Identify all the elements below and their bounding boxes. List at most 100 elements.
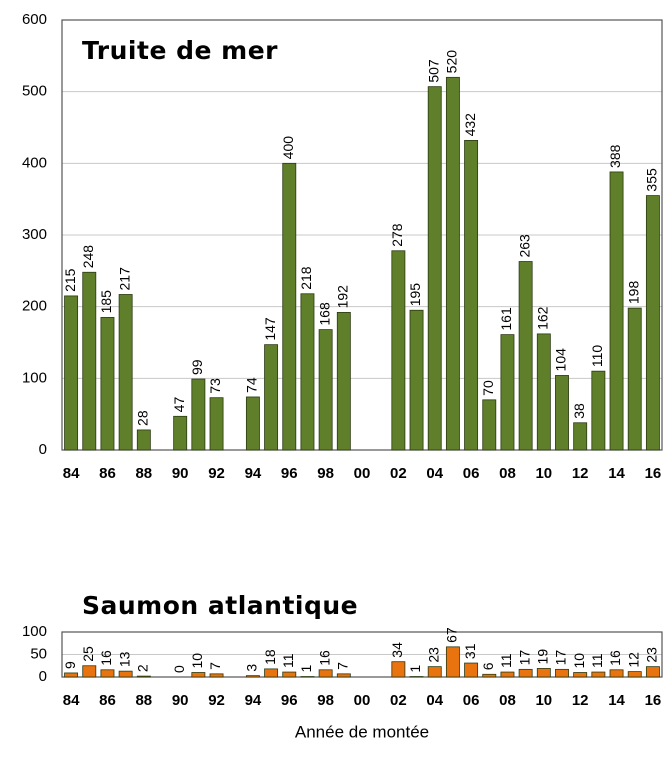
bar [646,196,659,450]
value-label: 99 [189,359,205,375]
x-tick-label: 14 [608,692,625,709]
bar [246,397,259,450]
x-tick-label: 12 [572,692,589,709]
value-label: 23 [425,647,441,663]
bar [65,296,78,450]
bar [428,667,441,677]
value-label: 11 [280,653,296,668]
bar [319,670,332,677]
x-tick-label: 04 [426,692,443,709]
value-label: 432 [462,113,478,137]
x-tick-label: 00 [354,465,371,482]
value-label: 6 [480,662,496,670]
bar [483,674,496,677]
x-tick-label: 84 [63,465,80,482]
value-label: 1 [407,665,423,673]
x-tick-label: 16 [645,465,662,482]
value-label: 217 [116,267,132,291]
value-label: 104 [553,348,569,372]
x-tick-label: 02 [390,692,407,709]
bar [501,335,514,450]
value-label: 215 [62,268,78,292]
value-label: 278 [389,223,405,247]
value-label: 147 [262,317,278,341]
value-label: 47 [171,397,187,413]
value-label: 11 [498,653,514,668]
bar [646,667,659,677]
bar [101,317,114,450]
value-label: 162 [535,306,551,330]
value-label: 17 [553,650,569,666]
x-tick-label: 90 [172,465,189,482]
y-tick-label: 600 [22,11,47,28]
bar [265,345,278,450]
value-label: 185 [98,290,114,314]
bar [537,334,550,450]
x-tick-label: 92 [208,465,225,482]
y-tick-label: 300 [22,226,47,243]
value-label: 10 [189,653,205,669]
bar [246,676,259,677]
bar [119,294,132,450]
value-label: 74 [244,377,260,393]
x-tick-label: 94 [245,692,262,709]
value-label: 3 [244,664,260,672]
value-label: 161 [498,307,514,331]
x-tick-label: 06 [463,692,480,709]
bar [465,140,478,450]
y-tick-label: 0 [39,441,47,458]
value-label: 7 [335,662,351,670]
x-tick-label: 02 [390,465,407,482]
bar [174,416,187,450]
x-tick-label: 90 [172,692,189,709]
value-label: 388 [607,144,623,168]
value-label: 16 [98,650,114,666]
bar [574,673,587,678]
value-label: 34 [389,642,405,658]
bar [555,375,568,450]
chart-title: Truite de mer [82,36,278,65]
bar [628,308,641,450]
value-label: 248 [80,245,96,269]
value-label: 13 [116,651,132,667]
value-label: 1 [298,665,314,673]
y-tick-label: 500 [22,83,47,100]
x-tick-label: 92 [208,692,225,709]
value-label: 192 [335,285,351,309]
value-label: 195 [407,283,423,307]
value-label: 263 [516,234,532,258]
x-tick-label: 86 [99,692,116,709]
bar [501,672,514,677]
y-tick-label: 100 [22,623,47,640]
bar [265,669,278,677]
value-label: 25 [80,646,96,662]
x-tick-label: 96 [281,692,298,709]
bar [446,647,459,677]
x-tick-label: 16 [645,692,662,709]
bar [192,673,205,678]
y-tick-label: 100 [22,369,47,386]
value-label: 12 [625,652,641,668]
bar [83,272,96,450]
value-label: 2 [135,664,151,672]
x-tick-label: 12 [572,465,589,482]
x-tick-label: 88 [135,692,152,709]
value-label: 31 [462,643,478,659]
x-tick-label: 98 [317,692,334,709]
bar [337,312,350,450]
bar [555,669,568,677]
bar [301,294,314,450]
value-label: 520 [444,50,460,74]
x-tick-label: 04 [426,465,443,482]
value-label: 18 [262,649,278,665]
value-label: 355 [644,168,660,192]
value-label: 11 [589,653,605,668]
bar [83,666,96,677]
x-tick-label: 10 [535,465,552,482]
bar [392,662,405,677]
x-axis-title: Année de montée [295,722,429,741]
y-tick-label: 0 [39,668,47,685]
value-label: 28 [135,410,151,426]
bar [210,674,223,677]
